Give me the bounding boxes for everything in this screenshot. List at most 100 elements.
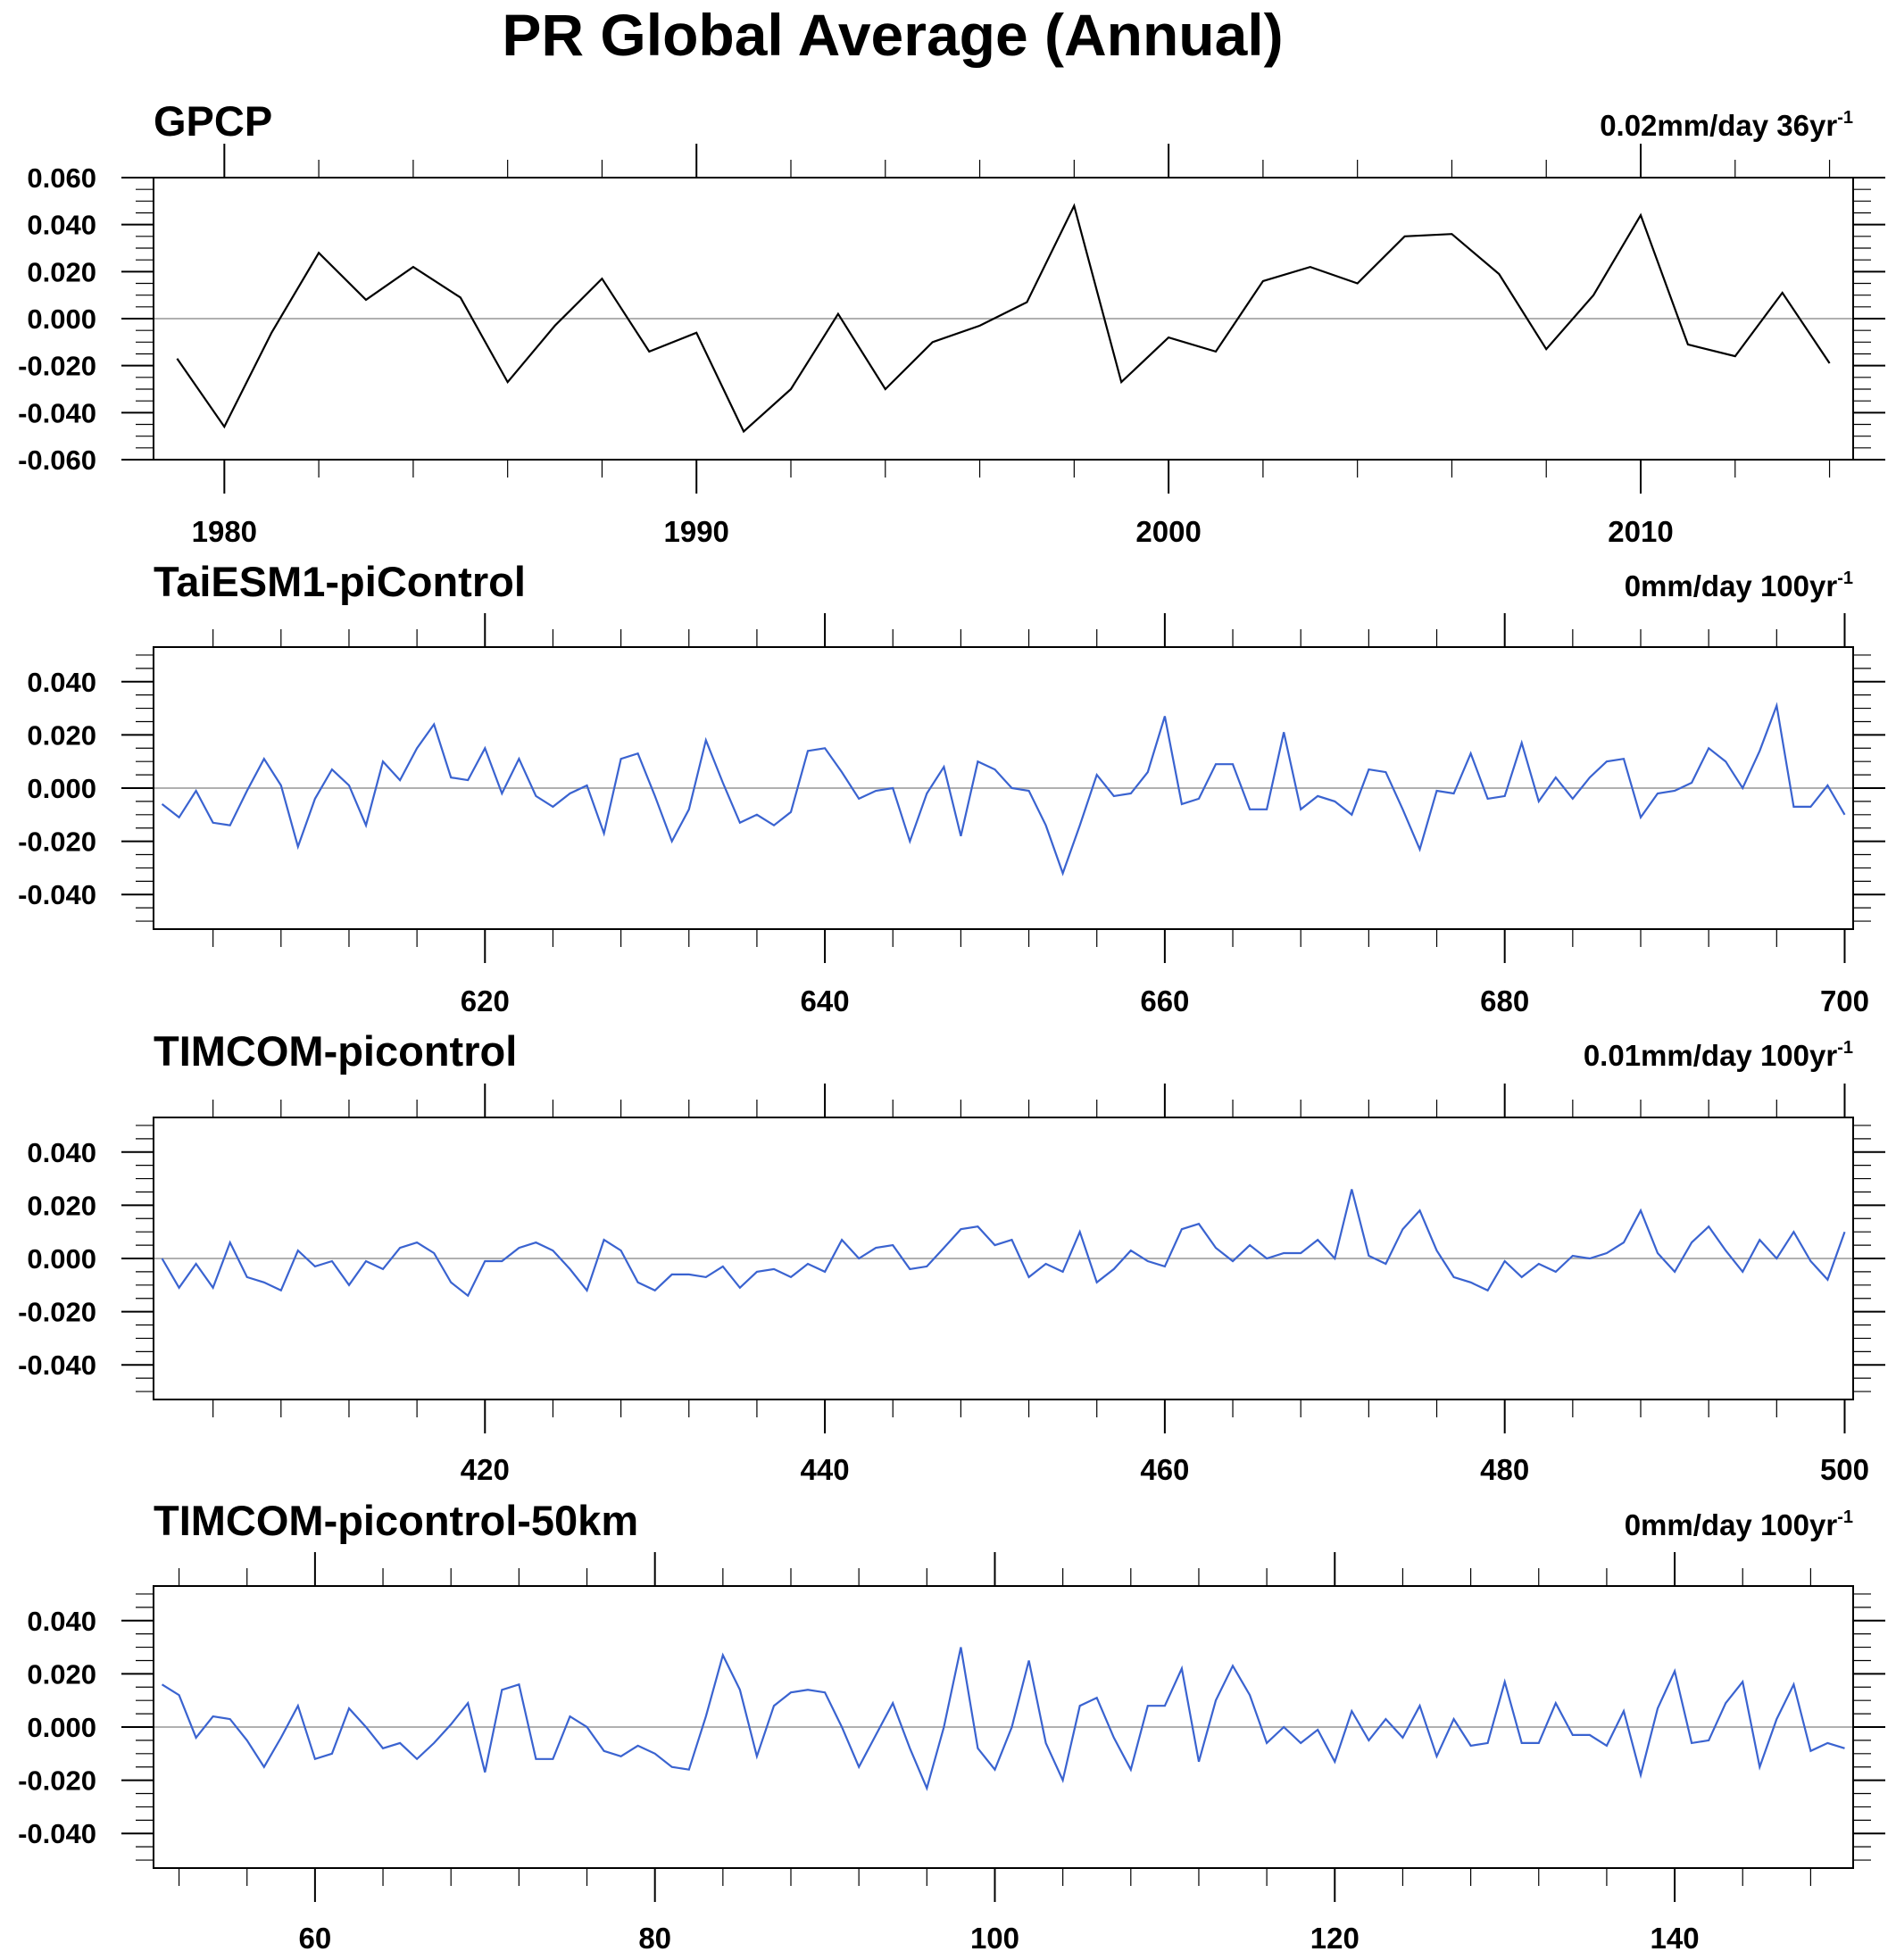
data-point [1181,1228,1183,1230]
data-point [1451,233,1452,235]
panel-title: TaiESM1-piControl [154,558,526,605]
data-point [365,1726,367,1728]
data-point [331,768,333,770]
data-point [1028,1276,1030,1278]
data-point [382,1268,384,1270]
data-point [365,1260,367,1262]
trend-label: 0.02mm/day 36yr-1 [1600,108,1853,142]
data-point [176,358,178,360]
data-point [1606,1252,1608,1254]
data-point [926,1788,927,1790]
data-point [1674,1271,1676,1273]
data-point [824,1271,826,1273]
data-point [1198,1223,1200,1225]
data-point [1113,795,1115,797]
data-point [1759,1766,1760,1768]
data-point [161,803,162,805]
data-point [1385,771,1386,773]
x-tick-label: 1980 [192,515,257,548]
data-point [1504,1260,1506,1262]
data-point [1453,1276,1455,1278]
data-point [1572,1255,1574,1257]
data-point [1742,787,1743,789]
data-point [484,747,486,749]
series-line [161,702,1846,876]
data-point [1640,1774,1642,1776]
data-point [179,1694,180,1696]
data-point [773,825,775,826]
data-point [1028,790,1030,792]
data-point [569,1268,570,1270]
panels: GPCP 0.02mm/day 36yr-1 -0.060 -0.040 -0.020 0… [18,97,1885,1955]
data-point [739,822,741,824]
data-point [1555,1271,1557,1273]
data-point [1589,777,1591,778]
data-point [875,1734,877,1736]
data-point [161,1683,162,1685]
data-point [1334,801,1335,802]
data-point [807,750,809,752]
data-point [1164,715,1166,717]
data-point [552,1758,553,1760]
data-point [1691,1242,1692,1243]
data-point [1435,1756,1437,1757]
data-point [892,787,894,789]
data-point [960,835,961,837]
data-point [688,1769,690,1771]
data-point [1843,814,1845,816]
data-point [433,723,435,725]
data-point [1249,1694,1251,1696]
y-tick-label: 0.000 [27,303,96,335]
data-point [705,739,707,741]
data-point [348,1284,350,1286]
x-tick-label: 440 [801,1453,850,1486]
data-point [858,1766,860,1768]
data-point [416,1242,418,1243]
data-point [1470,1282,1472,1283]
data-point [501,793,503,794]
data-point [1215,1247,1217,1249]
data-point [1215,763,1217,765]
data-point [1401,1228,1403,1230]
x-tick-label: 120 [1310,1922,1360,1955]
data-point [909,1748,911,1749]
data-point [943,766,944,768]
data-point [1538,801,1540,802]
data-point [1266,809,1268,810]
data-point [705,1276,707,1278]
data-point [671,1766,673,1768]
data-point [1592,295,1594,296]
data-point [1283,1252,1285,1254]
data-point [365,299,367,301]
trend-label: 0mm/day 100yr-1 [1625,569,1853,602]
data-point [1310,266,1311,268]
data-point [773,1268,775,1270]
data-point [1266,1742,1268,1744]
data-point [824,747,826,749]
data-point [331,1260,333,1262]
data-point [1843,1748,1845,1749]
data-point [1589,1258,1591,1259]
data-point [569,1715,570,1717]
data-point [1385,1263,1386,1265]
data-point [280,1737,282,1739]
data-point [552,806,553,808]
data-point [297,846,299,848]
y-tick-label: -0.020 [18,1765,96,1797]
data-point [892,1702,894,1704]
data-point [1351,814,1352,816]
data-point [1470,752,1472,754]
data-point [1725,1702,1726,1704]
y-tick-label: 0.040 [27,1606,96,1637]
data-point [1062,1780,1064,1781]
data-point [1657,793,1659,794]
data-point [484,1260,486,1262]
data-point [1691,782,1692,784]
data-point [433,1742,435,1744]
data-point [620,758,622,760]
data-point [1147,1705,1149,1707]
data-point [554,325,556,327]
data-point [1572,798,1574,800]
data-point [875,1247,877,1249]
data-point [348,785,350,786]
